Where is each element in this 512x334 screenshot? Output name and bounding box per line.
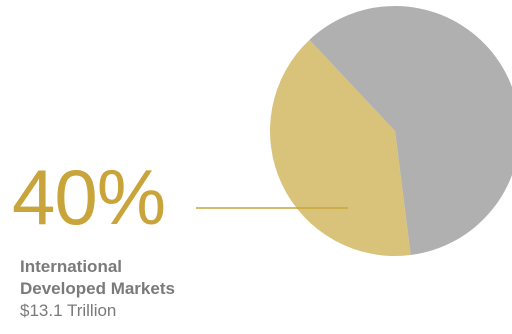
pie-slice-2 [309, 6, 395, 131]
callout-title-line2: Developed Markets [20, 279, 175, 298]
pie-slice-0 [395, 6, 512, 256]
pie-slices [269, 6, 512, 257]
pie-slice-1 [269, 39, 411, 257]
callout-percent: 40% [12, 153, 166, 241]
callout-label: International Developed Markets $13.1 Tr… [20, 256, 175, 322]
callout-title-line1: International [20, 257, 123, 276]
callout-amount: $13.1 Trillion [20, 301, 117, 320]
